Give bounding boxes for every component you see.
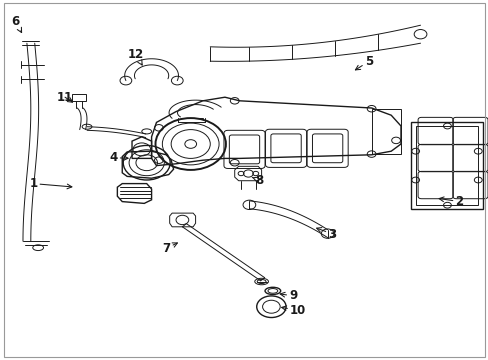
Text: 3: 3 [316,228,336,240]
Text: 5: 5 [355,55,372,70]
Text: 8: 8 [252,174,263,186]
Text: 11: 11 [57,91,73,104]
Text: 6: 6 [12,15,21,32]
Text: 12: 12 [127,48,144,65]
Text: 4: 4 [109,151,128,164]
Text: 7: 7 [162,242,177,255]
Text: 9: 9 [280,289,297,302]
Text: 10: 10 [281,304,306,317]
Text: 1: 1 [29,177,72,190]
Text: 2: 2 [438,195,463,208]
